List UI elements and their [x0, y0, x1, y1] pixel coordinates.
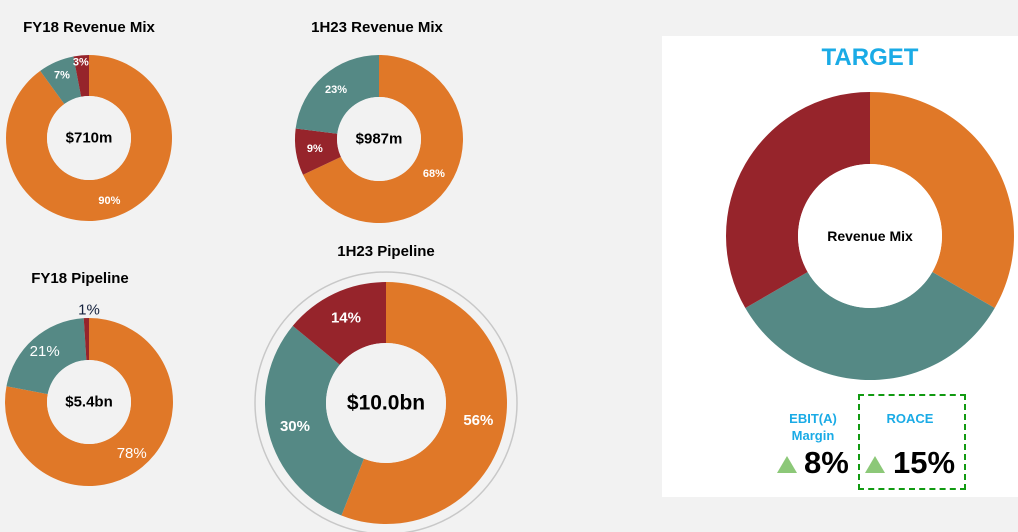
slice-label: 3% — [73, 56, 89, 68]
up-triangle-icon — [865, 456, 885, 473]
donut-fy18-pipeline: 78% 21% 1% $5.4bn — [5, 302, 173, 486]
chart-title-fy18-pipeline: FY18 Pipeline — [31, 270, 129, 287]
kpi-label-line1: ROACE — [886, 411, 934, 426]
kpi-label-line1: EBIT(A) — [789, 411, 837, 426]
donut-slice — [73, 55, 89, 97]
donut-center-label: $710m — [66, 130, 113, 147]
kpi-label-line2: Margin — [791, 428, 835, 443]
kpi-label-ebita-margin: EBIT(A) Margin — [789, 410, 837, 444]
donut-hole — [326, 343, 446, 463]
donut-center-label: $987m — [356, 131, 403, 148]
chart-title-fy18-revenue-mix: FY18 Revenue Mix — [23, 19, 155, 36]
slice-label: 9% — [307, 143, 323, 155]
donut-slice — [292, 282, 386, 365]
slice-label: 14% — [331, 309, 361, 326]
donut-center-label: Revenue Mix — [827, 228, 913, 244]
slice-label: 56% — [463, 412, 493, 429]
donut-slice — [302, 55, 463, 223]
chart-title-1h23-pipeline: 1H23 Pipeline — [337, 243, 435, 260]
slice-label: 21% — [30, 343, 60, 360]
kpi-value-ebita-margin: 8% — [804, 445, 849, 480]
donut-center-label: $5.4bn — [65, 394, 113, 411]
donut-slice — [40, 56, 82, 105]
donut-slice — [870, 92, 1014, 308]
highlight-ring — [254, 271, 518, 532]
donut-target-revenue-mix: Revenue Mix — [726, 91, 1014, 381]
slice-label: 78% — [117, 445, 147, 462]
donut-slice — [295, 55, 379, 134]
kpi-label-roace: ROACE — [887, 410, 934, 427]
donut-slice — [745, 271, 995, 381]
slice-label: 90% — [98, 195, 120, 207]
donut-1h23-pipeline: 56% 30% 14% $10.0bn — [254, 271, 518, 532]
slice-label: 1% — [78, 302, 100, 319]
donut-hole — [47, 360, 131, 444]
up-triangle-icon — [777, 456, 797, 473]
donut-center-label: $10.0bn — [347, 392, 425, 415]
donut-1h23-revenue-mix: 68% 9% 23% $987m — [295, 55, 463, 223]
donut-slice — [295, 128, 341, 175]
donut-slice — [6, 318, 87, 395]
target-title: TARGET — [821, 44, 919, 71]
slice-label: 68% — [423, 168, 445, 180]
donut-slice — [6, 55, 173, 221]
slice-label: 30% — [280, 418, 310, 435]
donut-slice — [5, 318, 173, 486]
kpi-value-roace: 15% — [893, 445, 956, 480]
roace-highlight-box — [858, 394, 966, 490]
slice-label: 23% — [325, 84, 347, 96]
donut-fy18-revenue-mix: 90% 7%3% $710m — [6, 55, 173, 221]
donut-hole — [798, 164, 942, 308]
donut-slice — [83, 318, 89, 361]
donut-slice — [265, 325, 364, 516]
donut-hole — [337, 97, 421, 181]
donut-slice — [341, 281, 508, 524]
donut-slice — [726, 91, 870, 309]
donut-hole — [47, 96, 131, 180]
slice-label: 7% — [54, 70, 70, 82]
chart-title-1h23-revenue-mix: 1H23 Revenue Mix — [311, 19, 443, 36]
